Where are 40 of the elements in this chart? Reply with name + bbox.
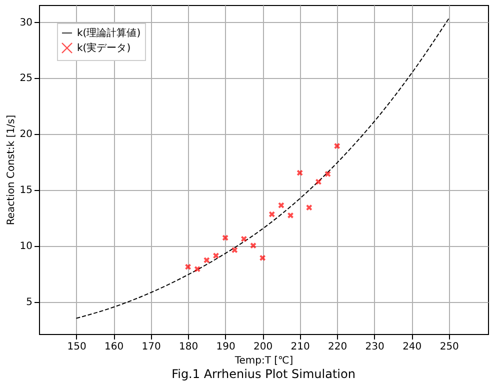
- point: [287, 212, 294, 219]
- x-tick-label: 200: [254, 342, 273, 352]
- x-tick-label: 240: [402, 342, 422, 352]
- x-tick-label: 160: [104, 342, 124, 352]
- point: [306, 204, 312, 211]
- point: [184, 264, 192, 270]
- point: [231, 246, 238, 254]
- point: [259, 254, 266, 262]
- text: Fig.1 Arrhenius Plot Simulation: [172, 367, 356, 381]
- point: [278, 202, 284, 209]
- y-tick-label: 25: [20, 73, 32, 84]
- x-tick-label: 220: [328, 342, 348, 352]
- point: [250, 242, 256, 249]
- y-tick-label: 15: [20, 185, 32, 196]
- point: [268, 211, 276, 218]
- point: [203, 256, 210, 264]
- x-tick-label: 190: [216, 342, 236, 352]
- y-tick-label: 30: [20, 17, 32, 28]
- y-tick-label: 5: [26, 297, 32, 308]
- point: [334, 142, 340, 150]
- x-axis-title: Temp:T [℃]: [234, 356, 294, 366]
- point: [296, 170, 304, 176]
- legend-label: k(実データ): [77, 42, 131, 54]
- point: [194, 266, 201, 272]
- legend-label: k(理論計算値): [77, 27, 141, 39]
- x-tick-label: 170: [142, 342, 161, 352]
- x-tick-label: 180: [179, 342, 198, 352]
- x-tick-label: 230: [365, 342, 384, 352]
- point: [212, 252, 220, 259]
- line-series: [76, 18, 450, 319]
- point: [324, 170, 332, 178]
- point: [222, 234, 229, 241]
- point: [240, 236, 248, 242]
- x-tick-label: 250: [440, 342, 459, 352]
- y-tick-label: 10: [20, 241, 32, 252]
- x-tick-label: 150: [67, 342, 86, 352]
- y-axis-title: Reaction Const:k [1/s]: [6, 114, 17, 226]
- point: [315, 178, 322, 186]
- x-tick-label: 210: [290, 342, 310, 352]
- y-tick-label: 20: [20, 129, 32, 140]
